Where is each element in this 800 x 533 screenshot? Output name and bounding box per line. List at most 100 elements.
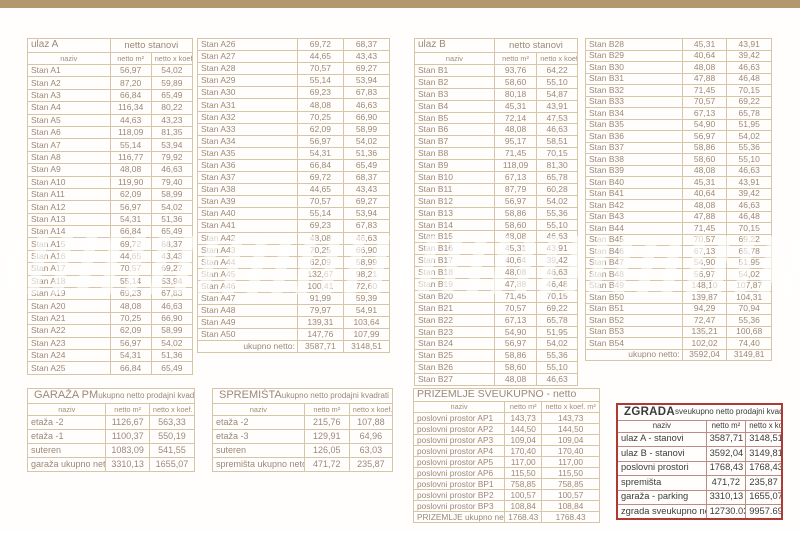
cell-netto-koef: 69,27	[150, 262, 194, 276]
cell-netto-m2: 48,08	[681, 164, 728, 177]
cell-netto-m2: 67,13	[681, 107, 728, 120]
cell-naziv: Stan A25	[27, 361, 111, 375]
cell-netto-koef: 69,22	[726, 233, 772, 246]
cell-netto-koef: 60,28	[536, 182, 578, 196]
table-row: poslovni prostor AP4 170,40 170,40	[412, 445, 600, 457]
cell-netto-m2: 70,25	[109, 311, 152, 326]
cell-netto-koef: 46,63	[150, 299, 194, 313]
cell-netto-m2: 109,04	[504, 434, 543, 446]
table-row: Stan A24 54,31 51,36	[27, 348, 194, 363]
table-total-row: garaža ukupno neto: 3310,13 1655,07	[26, 457, 196, 472]
table-row: Stan A33 62,09 58,99	[197, 122, 391, 136]
cell-netto-m2: 47,88	[681, 210, 728, 223]
cell-netto-m2: 139,31	[296, 316, 344, 330]
cell-naziv: Stan A5	[27, 113, 111, 127]
cell-netto-koef: 104,31	[726, 291, 772, 304]
cell-naziv: Stan A19	[27, 287, 111, 301]
cell-netto-koef: 46,63	[342, 231, 391, 245]
table-row: etaža -1 1100,37 550,19	[26, 429, 196, 444]
cell-naziv: Stan B29	[585, 49, 683, 62]
cell-naziv: ukupno netto:	[585, 348, 683, 361]
cell-netto-m2: 44,65	[296, 183, 344, 197]
table-row: Stan B16 45,31 43,91	[414, 242, 578, 256]
cell-netto-koef: 55,36	[536, 206, 578, 220]
cell-netto-m2: 56,97	[681, 130, 728, 143]
table-row: Stan B18 48,08 46,63	[414, 266, 578, 280]
cell-naziv: Stan B14	[414, 218, 495, 232]
table-row: Stan B34 67,13 65,78	[585, 107, 772, 120]
table-row: Stan A12 56,97 54,02	[27, 200, 194, 214]
cell-netto-koef: 69,27	[342, 195, 391, 209]
cell-netto-m2: 1100,37	[105, 429, 150, 444]
cell-netto-koef: 66,90	[342, 243, 391, 257]
table-row: Stan B42 48,08 46,63	[585, 199, 772, 212]
cell-naziv: Stan A49	[197, 316, 298, 330]
cell-naziv: Stan A46	[197, 279, 298, 293]
cell-naziv: Stan A22	[27, 324, 111, 338]
cell-naziv: Stan A43	[197, 243, 298, 257]
cell-naziv: etaža -2	[212, 415, 305, 430]
table-row: Stan B22 67,13 65,78	[414, 313, 578, 327]
table-title: ulaz B	[414, 38, 495, 53]
table-row: Stan A43 70,25 66,90	[197, 243, 391, 257]
cell-naziv: Stan A36	[197, 158, 298, 173]
table-stan-a26-a50: Stan A26 69,72 68,37 Stan A27 44,65 43,43 Stan…	[197, 37, 391, 354]
cell-naziv: Stan A38	[197, 183, 298, 197]
cell-naziv: Stan B22	[414, 313, 495, 327]
cell-naziv: Stan B25	[414, 349, 495, 363]
cell-netto-m2: 147,76	[296, 328, 344, 342]
col-naziv: naziv	[414, 52, 495, 65]
cell-naziv: Stan B34	[585, 107, 683, 120]
cell-netto-koef: 63,03	[348, 443, 394, 458]
table-body: poslovni prostor AP1 143,73 143,73 poslovni…	[412, 412, 600, 523]
table-subtitle: netto stanovi	[109, 38, 193, 53]
table-row: Stan B27 48,08 46,63	[414, 373, 578, 387]
table-row: Stan B45 70,57 69,22	[585, 233, 772, 246]
cell-netto-m2: 70,57	[493, 301, 538, 315]
table-row: Stan B31 47,88 46,48	[585, 72, 772, 85]
cell-naziv: Stan B36	[585, 130, 683, 143]
col-netto-m2: netto m²	[109, 52, 152, 65]
table-row: Stan A45 132,67 98,21	[197, 267, 391, 281]
column-header-row: naziv netto m² netto x koef. m²	[616, 419, 783, 433]
cell-netto-m2: 55,14	[296, 207, 344, 221]
cell-netto-m2: 70,25	[296, 110, 344, 124]
table-row: Stan A42 48,08 46,63	[197, 231, 391, 245]
cell-netto-koef: 68,37	[342, 171, 391, 185]
cell-netto-koef: 46,63	[536, 266, 578, 280]
cell-netto-m2: 48,08	[109, 163, 152, 177]
table-title-row: ZGRADA sveukupno netto prodajni kvadrati	[616, 403, 783, 421]
cell-netto-m2: 56,97	[109, 63, 152, 78]
cell-netto-m2: 69,72	[296, 171, 344, 185]
table-row: Stan A48 79,97 54,91	[197, 304, 391, 318]
table-row: Stan A17 70,57 69,27	[27, 262, 194, 276]
cell-naziv: Stan B12	[414, 194, 495, 208]
cell-netto-koef: 117,00	[541, 456, 600, 468]
table-row: poslovni prostor AP5 117,00 117,00	[412, 456, 600, 468]
cell-naziv: Stan B51	[585, 302, 683, 315]
cell-netto-koef: 55,10	[536, 361, 578, 375]
cell-naziv: Stan B15	[414, 230, 495, 244]
cell-netto-koef: 51,36	[150, 212, 194, 227]
cell-netto-koef: 53,94	[342, 207, 391, 221]
cell-netto-koef: 3148,51	[745, 431, 783, 447]
table-row: Stan B52 72,47 55,36	[585, 314, 772, 327]
cell-netto-m2: 62,09	[296, 122, 344, 136]
table-row: Stan A40 55,14 53,94	[197, 207, 391, 221]
cell-netto-koef: 59,89	[150, 76, 194, 90]
cell-netto-m2: 48,08	[493, 230, 538, 244]
table-row: suteren 1083,09 541,55	[26, 443, 196, 458]
table-total-row: ukupno netto: 3587,71 3148,51	[197, 340, 391, 354]
cell-naziv: Stan B48	[585, 268, 683, 281]
table-row: Stan A16 44,65 43,43	[27, 249, 194, 264]
cell-netto-m2: 143,73	[504, 412, 543, 424]
cell-netto-m2: 72,14	[493, 111, 538, 125]
cell-naziv: Stan B19	[414, 278, 495, 291]
cell-netto-m2: 115,50	[504, 467, 543, 479]
cell-netto-koef: 51,95	[726, 118, 772, 131]
cell-netto-m2: 118,09	[109, 125, 152, 140]
cell-netto-koef: 54,87	[536, 87, 578, 101]
cell-naziv: Stan A50	[197, 328, 298, 342]
cell-netto-m2: 116,34	[109, 101, 152, 115]
cell-naziv: poslovni prostor BP1	[412, 478, 506, 490]
